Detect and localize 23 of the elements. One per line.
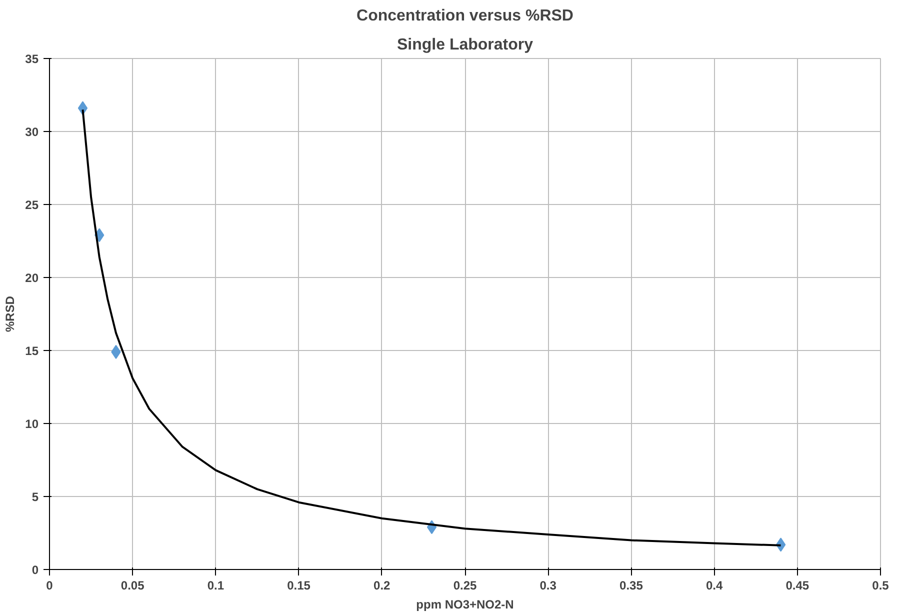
x-tick-label: 0.45 [786, 578, 810, 592]
y-tick-label: 20 [25, 271, 39, 285]
x-tick-label: 0.5 [872, 578, 890, 592]
y-tick-label: 5 [32, 490, 39, 504]
x-tick-label: 0.3 [540, 578, 557, 592]
x-tick-label: 0.1 [207, 578, 224, 592]
x-tick-label: 0.4 [706, 578, 723, 592]
y-axis-title: %RSD [3, 296, 18, 332]
y-tick-label: 25 [25, 198, 39, 212]
x-axis-title: ppm NO3+NO2-N [416, 598, 514, 612]
y-tick-label: 0 [32, 563, 39, 577]
chart-subtitle: Single Laboratory [396, 36, 534, 54]
x-tick-label: 0.2 [374, 578, 391, 592]
chart-title: Concentration versus %RSD [356, 8, 574, 24]
y-tick-label: 30 [25, 125, 39, 139]
x-tick-label: 0 [46, 578, 54, 592]
y-tick-label: 35 [25, 52, 39, 66]
x-tick-label: 0.35 [620, 578, 644, 592]
y-tick-label: 10 [25, 417, 39, 431]
x-tick-label: 0.05 [120, 578, 145, 592]
y-tick-label: 15 [25, 344, 39, 358]
x-tick-label: 0.15 [287, 578, 311, 592]
x-tick-label: 0.25 [453, 578, 478, 592]
